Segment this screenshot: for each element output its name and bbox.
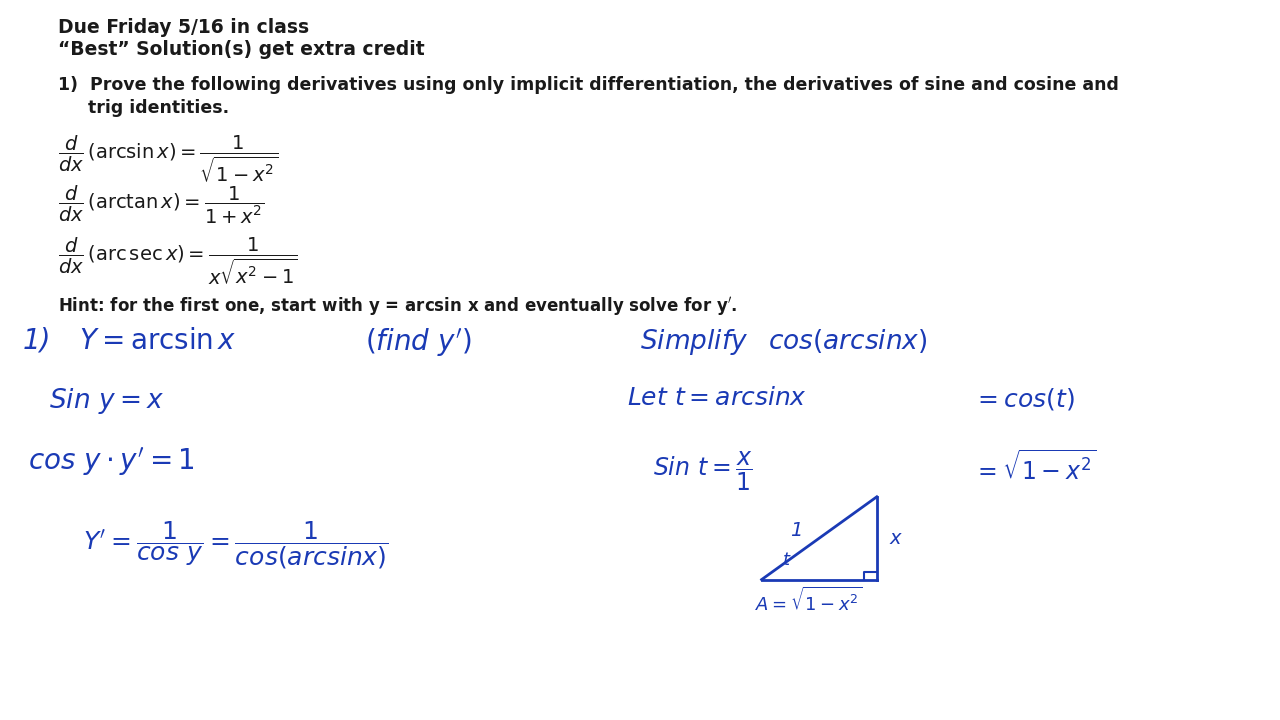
Text: $Sin\ t = \dfrac{x}{1}$: $Sin\ t = \dfrac{x}{1}$ xyxy=(653,450,753,493)
Text: $Let\ t = arcsin x$: $Let\ t = arcsin x$ xyxy=(627,386,808,410)
Text: 1: 1 xyxy=(790,521,803,541)
Text: $cos(arcsin x)$: $cos(arcsin x)$ xyxy=(768,327,928,355)
Text: $(find\ y')$: $(find\ y')$ xyxy=(365,327,471,359)
Text: $Y' = \dfrac{1}{cos\ y} = \dfrac{1}{cos(arcsin x)}$: $Y' = \dfrac{1}{cos\ y} = \dfrac{1}{cos(… xyxy=(83,519,389,571)
Text: $\dfrac{d}{dx}\,(\arcsin x) = \dfrac{1}{\sqrt{1-x^2}}$: $\dfrac{d}{dx}\,(\arcsin x) = \dfrac{1}{… xyxy=(58,133,278,184)
Text: $t$: $t$ xyxy=(782,551,792,569)
Text: $A=\sqrt{1-x^2}$: $A=\sqrt{1-x^2}$ xyxy=(755,587,863,615)
Text: 1)  Prove the following derivatives using only implicit differentiation, the der: 1) Prove the following derivatives using… xyxy=(58,76,1119,94)
Text: “Best” Solution(s) get extra credit: “Best” Solution(s) get extra credit xyxy=(58,40,424,58)
Text: $cos\ y \cdot y' = 1$: $cos\ y \cdot y' = 1$ xyxy=(28,446,195,478)
Text: $\dfrac{d}{dx}\,(\arctan x) = \dfrac{1}{1+x^2}$: $\dfrac{d}{dx}\,(\arctan x) = \dfrac{1}{… xyxy=(58,184,264,226)
Text: $Simplify$: $Simplify$ xyxy=(640,327,749,357)
Text: trig identities.: trig identities. xyxy=(58,99,229,117)
Text: $\dfrac{d}{dx}\,(\mathrm{arc\,sec}\,x) = \dfrac{1}{x\sqrt{x^2-1}}$: $\dfrac{d}{dx}\,(\mathrm{arc\,sec}\,x) =… xyxy=(58,236,297,287)
Text: $Y = \arcsin x$: $Y = \arcsin x$ xyxy=(79,327,237,355)
Text: $Sin\ y = x$: $Sin\ y = x$ xyxy=(49,386,164,416)
Text: x: x xyxy=(890,528,901,548)
Text: $= \sqrt{1-x^2}$: $= \sqrt{1-x^2}$ xyxy=(973,450,1096,485)
Text: $= cos(t)$: $= cos(t)$ xyxy=(973,386,1075,412)
Text: Hint: for the first one, start with y = arcsin x and eventually solve for y$'$.: Hint: for the first one, start with y = … xyxy=(58,295,737,318)
Text: Due Friday 5/16 in class: Due Friday 5/16 in class xyxy=(58,18,308,37)
Text: 1): 1) xyxy=(23,327,51,355)
